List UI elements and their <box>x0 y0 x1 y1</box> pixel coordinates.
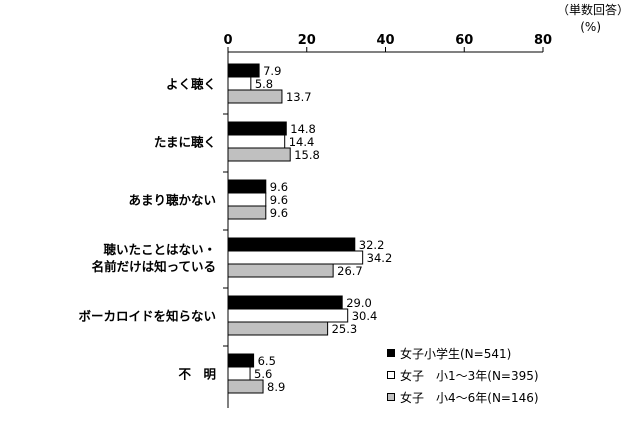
bar <box>227 353 255 368</box>
legend-item-grade-1-3: 女子 小1～3年(N=395) <box>387 364 539 386</box>
data-label: 8.9 <box>267 380 285 394</box>
bar <box>227 237 356 252</box>
data-label: 32.2 <box>359 238 385 252</box>
bar <box>227 134 286 149</box>
category-label: 名前だけは知っている <box>92 259 216 274</box>
x-tick-label: 0 <box>223 33 232 48</box>
answer-type-note: （単数回答） <box>556 3 629 17</box>
legend-swatch-grade-1-3 <box>387 371 395 379</box>
bar <box>227 63 260 78</box>
legend-swatch-all <box>387 349 395 357</box>
bar <box>227 321 329 336</box>
data-label: 14.4 <box>289 135 315 149</box>
legend-label-grade-1-3: 女子 小1～3年(N=395) <box>400 368 539 383</box>
bar <box>227 205 267 220</box>
data-label: 34.2 <box>367 251 393 265</box>
data-label: 13.7 <box>286 90 312 104</box>
bar <box>227 121 287 136</box>
bar <box>227 192 267 207</box>
category-label: たまに聴く <box>154 135 216 150</box>
legend-label-grade-4-6: 女子 小4～6年(N=146) <box>400 390 539 405</box>
data-label: 30.4 <box>352 309 378 323</box>
data-label: 14.8 <box>290 122 316 136</box>
category-label: ボーカロイドを知らない <box>78 309 216 324</box>
bar <box>227 76 252 91</box>
x-tick-label: 60 <box>455 33 473 48</box>
data-label: 6.5 <box>258 354 276 368</box>
category-label: あまり聴かない <box>128 193 216 208</box>
unit-note: (%) <box>580 20 601 34</box>
bar <box>227 250 364 265</box>
legend-swatch-grade-4-6 <box>387 393 395 401</box>
data-label: 9.6 <box>270 193 288 207</box>
bar <box>227 147 291 162</box>
bar <box>227 295 343 310</box>
category-label: 不 明 <box>178 367 216 382</box>
chart-legend: 女子小学生(N=541) 女子 小1～3年(N=395) 女子 小4～6年(N=… <box>387 342 539 408</box>
bar <box>227 179 267 194</box>
data-label: 29.0 <box>346 296 372 310</box>
x-tick-label: 40 <box>376 33 394 48</box>
legend-label-all: 女子小学生(N=541) <box>400 346 512 361</box>
category-label: よく聴く <box>166 77 216 92</box>
data-label: 9.6 <box>270 180 288 194</box>
data-label: 9.6 <box>270 206 288 220</box>
bar <box>227 379 264 394</box>
data-label: 25.3 <box>332 322 358 336</box>
bar <box>227 308 349 323</box>
data-label: 15.8 <box>294 148 320 162</box>
x-tick-label: 80 <box>534 33 552 48</box>
data-label: 5.6 <box>254 367 272 381</box>
bar <box>227 263 334 278</box>
data-label: 5.8 <box>255 77 273 91</box>
legend-item-all: 女子小学生(N=541) <box>387 342 539 364</box>
data-label: 26.7 <box>337 264 363 278</box>
data-label: 7.9 <box>263 64 281 78</box>
category-label: 聴いたことはない・ <box>103 242 216 257</box>
bar <box>227 89 283 104</box>
bar <box>227 366 251 381</box>
legend-item-grade-4-6: 女子 小4～6年(N=146) <box>387 386 539 408</box>
x-tick-label: 20 <box>298 33 316 48</box>
